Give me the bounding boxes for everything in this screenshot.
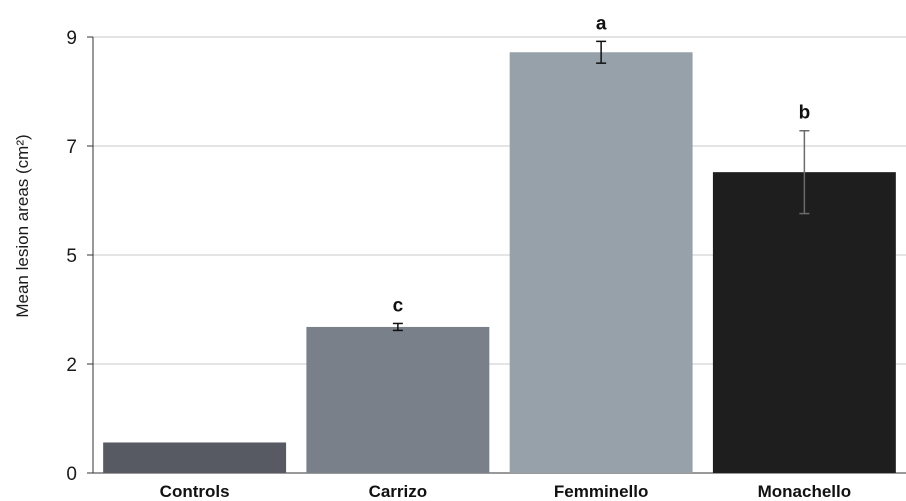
bar-femminello (509, 52, 693, 473)
bars (103, 52, 896, 473)
bar-controls (103, 442, 287, 473)
bar-monachello (712, 172, 896, 473)
error-bar-femminello (596, 40, 607, 64)
y-tick-label: 2 (66, 355, 77, 376)
y-tick-label: 9 (66, 28, 77, 49)
bar-carrizo (306, 326, 490, 473)
category-labels: Controls Carrizo Femminello Monachello (160, 482, 851, 501)
category-label-controls: Controls (160, 482, 230, 501)
y-axis-title: Mean lesion areas (cm²) (13, 134, 32, 317)
error-bar-carrizo (392, 322, 403, 332)
category-label-carrizo: Carrizo (369, 482, 428, 501)
y-tick-label: 5 (66, 246, 77, 267)
significance-label-carrizo: c (393, 295, 404, 316)
y-tick-label: 7 (66, 137, 77, 158)
significance-label-femminello: a (596, 13, 607, 34)
category-label-monachello: Monachello (758, 482, 852, 501)
y-tick-label: 0 (66, 464, 77, 485)
significance-labels: c a b (393, 13, 811, 316)
y-tick-labels: 0 2 5 7 9 (66, 28, 93, 485)
significance-label-monachello: b (799, 103, 811, 124)
category-label-femminello: Femminello (554, 482, 648, 501)
error-bar-monachello (799, 129, 810, 215)
error-bars (392, 40, 810, 332)
